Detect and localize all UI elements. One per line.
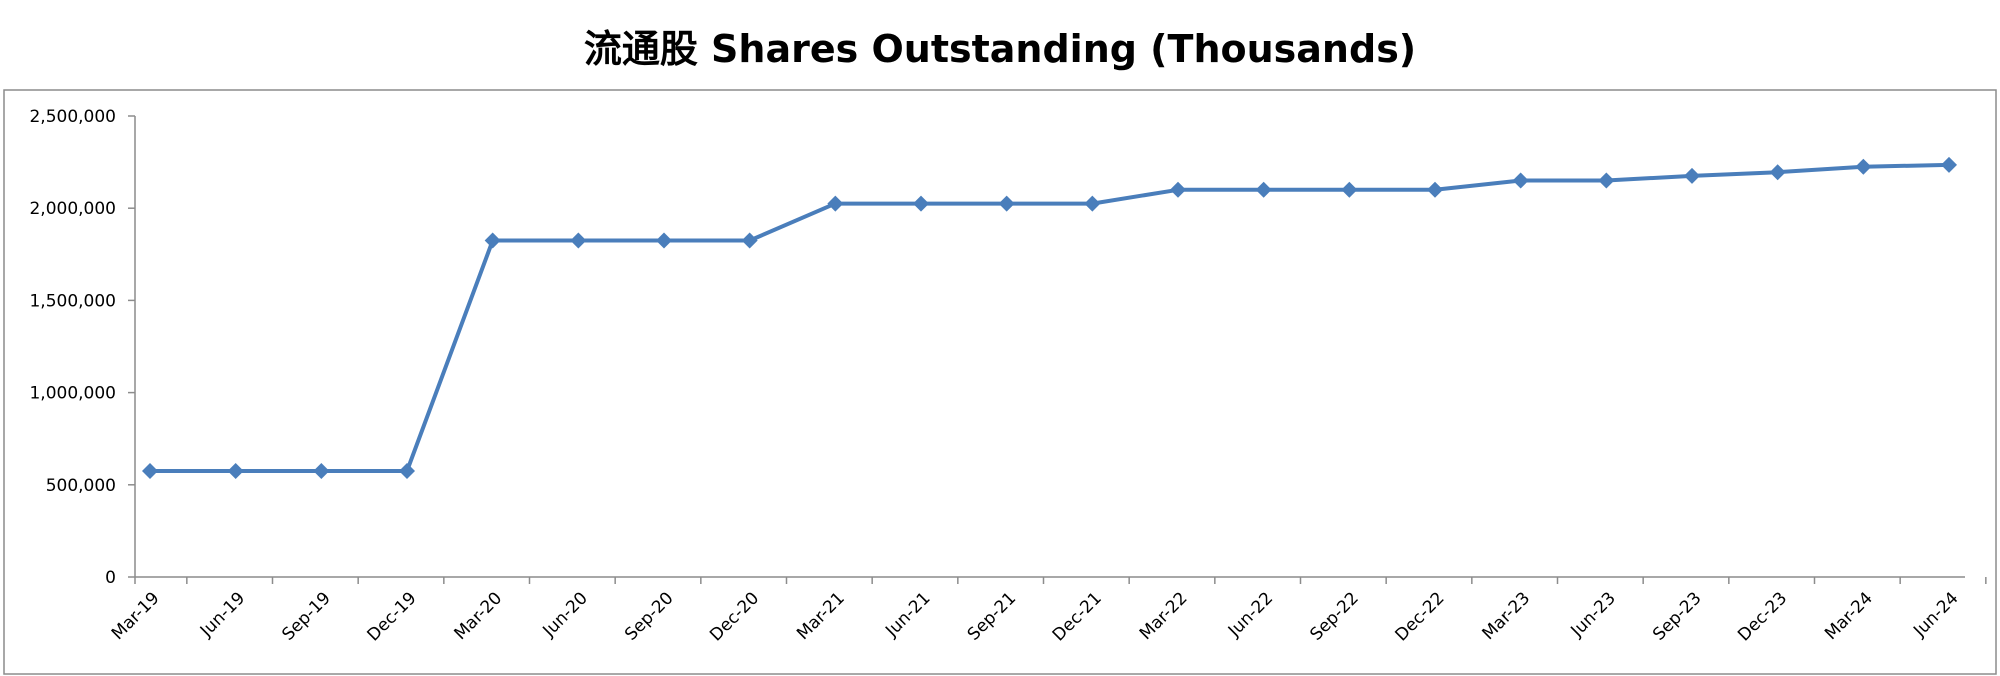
data-point-marker: [913, 195, 929, 212]
data-point-marker: [998, 195, 1015, 212]
x-tick-label: Mar-20: [451, 588, 507, 644]
x-tick-label: Sep-21: [964, 588, 1020, 644]
data-point-marker: [227, 462, 244, 479]
x-tick-label: Mar-21: [793, 588, 849, 644]
x-tick-label: Sep-22: [1306, 588, 1362, 644]
y-tick-label: 500,000: [46, 476, 116, 496]
data-point-marker: [313, 462, 330, 479]
y-tick-label: 2,500,000: [29, 107, 116, 127]
x-axis: Mar-19 Jun-19 Sep-19 Dec-19 Mar-20 Jun-20 Sep-…: [108, 576, 1987, 645]
data-point-marker: [1941, 156, 1957, 173]
y-tick-label: 2,000,000: [29, 199, 116, 219]
x-tick-label: Mar-23: [1479, 588, 1535, 644]
series-layer: [142, 156, 1957, 479]
chart-frame: [3, 89, 1997, 675]
data-point-marker: [1255, 181, 1272, 198]
y-tick-label: 1,000,000: [29, 384, 116, 404]
data-point-marker: [1855, 158, 1872, 175]
chart-title: 流通股 Shares Outstanding (Thousands): [583, 27, 1417, 71]
x-tick-label: Jun-22: [1224, 588, 1277, 641]
data-point-marker: [1769, 164, 1786, 181]
data-point-marker: [1512, 172, 1529, 189]
x-tick-label: Dec-19: [363, 588, 420, 645]
x-tick-label: Dec-20: [706, 588, 763, 645]
data-point-marker: [1427, 181, 1443, 198]
data-point-marker: [1170, 181, 1186, 198]
x-tick-label: Dec-22: [1391, 588, 1448, 645]
data-point-marker: [399, 462, 415, 479]
x-tick-label: Jun-24: [1909, 588, 1962, 641]
y-tick-label: 0: [105, 568, 116, 588]
x-tick-label: Dec-21: [1049, 588, 1106, 645]
data-point-marker: [1341, 181, 1358, 198]
y-tick-label: 1,500,000: [29, 291, 116, 311]
data-point-marker: [827, 195, 844, 212]
data-point-marker: [656, 232, 672, 249]
x-tick-label: Jun-19: [196, 588, 249, 641]
x-tick-label: Mar-24: [1821, 588, 1877, 644]
data-point-marker: [484, 232, 501, 249]
x-tick-label: Sep-20: [621, 588, 677, 644]
x-tick-label: Mar-22: [1136, 588, 1192, 644]
y-axis: 0 500,000 1,000,000 1,500,000 2,000,000 2,500…: [29, 107, 136, 588]
data-point-marker: [570, 232, 587, 249]
data-point-marker: [1598, 172, 1615, 189]
data-point-marker: [1084, 195, 1101, 212]
x-tick-label: Jun-21: [881, 588, 934, 641]
x-tick-label: Mar-19: [108, 588, 164, 644]
series-line: [150, 162, 1950, 473]
x-tick-label: Sep-19: [278, 588, 334, 644]
x-tick-label: Sep-23: [1649, 588, 1705, 644]
x-tick-label: Dec-23: [1734, 588, 1791, 645]
data-point-marker: [142, 462, 158, 479]
data-point-marker: [1684, 167, 1700, 184]
x-tick-label: Jun-23: [1567, 588, 1620, 641]
x-tick-label: Jun-20: [539, 588, 592, 641]
data-point-marker: [741, 232, 758, 249]
